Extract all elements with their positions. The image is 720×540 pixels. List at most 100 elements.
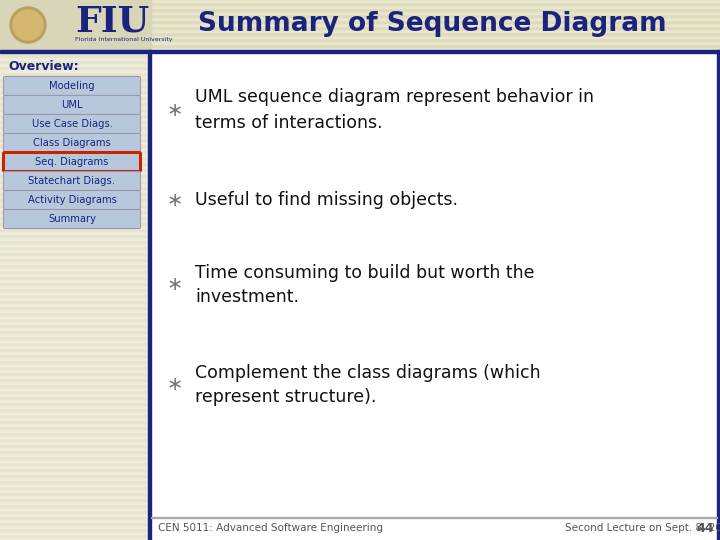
Bar (0, 405, 148, 408)
Bar (0, 456, 148, 459)
Bar (0, 78, 148, 81)
Bar (0, 261, 148, 264)
Bar (0, 339, 148, 342)
Bar (0, 258, 148, 261)
Bar (0, 66, 148, 69)
Bar (0, 363, 148, 366)
Text: ∗: ∗ (167, 375, 183, 395)
Bar (0, 57, 148, 60)
Bar (0, 447, 148, 450)
FancyBboxPatch shape (4, 152, 140, 172)
Bar (0, 327, 148, 330)
Text: Modeling: Modeling (49, 81, 95, 91)
Bar (151, 50, 717, 540)
Text: Time consuming to build but worth the
investment.: Time consuming to build but worth the in… (195, 264, 534, 307)
Bar (0, 183, 148, 186)
Bar (0, 114, 148, 117)
Bar (0, 108, 148, 111)
Bar (0, 366, 148, 369)
Text: Summary: Summary (48, 214, 96, 224)
Bar (0, 99, 148, 102)
Bar (0, 306, 148, 309)
Text: Overview:: Overview: (8, 59, 78, 72)
Bar (0, 411, 148, 414)
Bar (0, 297, 148, 300)
Bar (0, 471, 148, 474)
Bar (0, 282, 148, 285)
Bar (0, 240, 148, 243)
Bar (0, 0, 151, 50)
FancyBboxPatch shape (4, 191, 140, 210)
Bar (0, 528, 148, 531)
Text: Activity Diagrams: Activity Diagrams (27, 195, 117, 205)
Bar (0, 41, 720, 44)
Bar (0, 444, 148, 447)
Bar (0, 45, 148, 48)
Bar (0, 300, 148, 303)
Bar (0, 243, 148, 246)
Bar (0, 75, 148, 78)
Text: CEN 5011: Advanced Software Engineering: CEN 5011: Advanced Software Engineering (158, 523, 383, 533)
Bar (0, 132, 148, 135)
Bar (0, 123, 148, 126)
Bar (0, 537, 148, 540)
Bar (0, 237, 148, 240)
Bar (0, 147, 148, 150)
Bar (0, 429, 148, 432)
Bar (0, 459, 148, 462)
Bar (0, 477, 148, 480)
Bar (0, 159, 148, 162)
Bar (0, 5, 720, 8)
Bar (0, 369, 148, 372)
Bar (0, 390, 148, 393)
Bar (0, 90, 148, 93)
Bar (0, 531, 148, 534)
Bar (0, 273, 148, 276)
Text: Second Lecture on Sept. 8, 2004: Second Lecture on Sept. 8, 2004 (565, 523, 720, 533)
Bar (0, 29, 720, 32)
Bar (0, 465, 148, 468)
Bar (0, 357, 148, 360)
Bar (0, 153, 148, 156)
Bar (0, 501, 148, 504)
Bar (0, 450, 148, 453)
Bar (0, 174, 148, 177)
Bar (0, 453, 148, 456)
Text: Class Diagrams: Class Diagrams (33, 138, 111, 148)
Bar (0, 393, 148, 396)
Bar (0, 417, 148, 420)
Bar (0, 381, 148, 384)
Bar (0, 498, 148, 501)
Bar (0, 96, 148, 99)
Bar (0, 177, 148, 180)
Bar (0, 168, 148, 171)
Bar (148, 50, 151, 540)
Bar (0, 333, 148, 336)
Bar (0, 231, 148, 234)
Bar (0, 120, 148, 123)
Bar (0, 426, 148, 429)
Bar (0, 23, 720, 26)
Bar (0, 378, 148, 381)
Text: Statechart Diags.: Statechart Diags. (29, 176, 115, 186)
Bar (0, 138, 148, 141)
Bar (0, 35, 720, 38)
Bar (0, 336, 148, 339)
Bar (0, 435, 148, 438)
Bar (0, 2, 720, 5)
Bar (0, 288, 148, 291)
Text: Florida International University: Florida International University (75, 37, 173, 42)
Bar (0, 462, 148, 465)
Bar (0, 186, 148, 189)
Text: Seq. Diagrams: Seq. Diagrams (35, 157, 109, 167)
Bar (0, 348, 148, 351)
Bar (0, 38, 720, 41)
Bar (717, 50, 720, 540)
Bar (0, 402, 148, 405)
Text: ∗: ∗ (167, 100, 183, 119)
Bar (0, 156, 148, 159)
Text: 44: 44 (696, 522, 714, 535)
FancyBboxPatch shape (4, 172, 140, 191)
Bar (0, 267, 148, 270)
Bar (0, 396, 148, 399)
